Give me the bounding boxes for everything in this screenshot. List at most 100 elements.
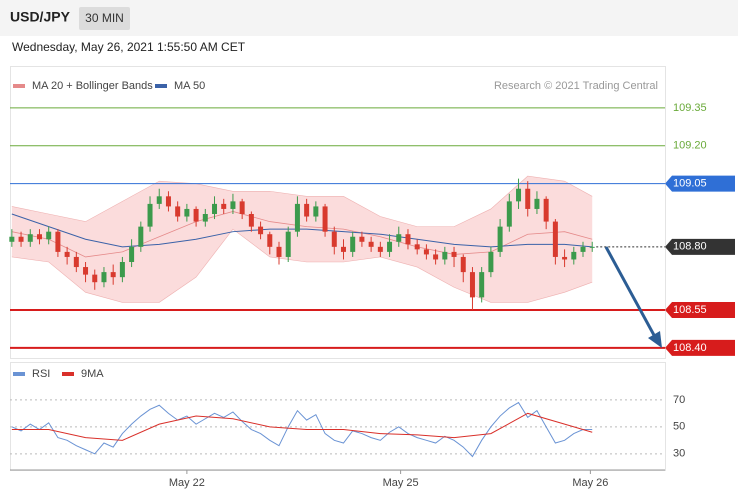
level-tag xyxy=(665,175,735,192)
legend-label: RSI xyxy=(32,368,50,380)
candle-body xyxy=(55,231,61,252)
level-label: 108.40 xyxy=(673,342,707,354)
legend-swatch xyxy=(155,84,167,88)
candle-body xyxy=(331,231,337,247)
x-tick-label: May 26 xyxy=(572,477,608,489)
candle-body xyxy=(451,251,457,257)
candle-body xyxy=(267,234,273,247)
x-tick-label: May 25 xyxy=(383,477,419,489)
legend-label: 9MA xyxy=(81,368,104,380)
timeframe-button[interactable] xyxy=(79,7,130,30)
level-tag xyxy=(665,238,735,255)
candle-body xyxy=(479,272,485,298)
candle-body xyxy=(138,226,144,247)
candle-body xyxy=(239,201,245,214)
candle-body xyxy=(9,236,15,242)
y-tick-label: 30 xyxy=(673,448,685,460)
candle-body xyxy=(387,241,393,252)
candle-body xyxy=(129,246,135,262)
candle-body xyxy=(36,234,42,240)
level-tag xyxy=(665,302,735,318)
candle-body xyxy=(276,246,282,257)
level-label: 109.20 xyxy=(673,140,707,152)
projection-arrow xyxy=(604,246,657,338)
candle-body xyxy=(368,241,374,247)
legend-label: MA 50 xyxy=(174,80,205,92)
legend-label: MA 20 + Bollinger Bands xyxy=(32,80,153,92)
candle-body xyxy=(202,214,208,222)
legend-swatch xyxy=(13,84,25,88)
timeframe[interactable]: 30 MIN xyxy=(85,11,124,25)
candle-body xyxy=(64,251,70,257)
candle-body xyxy=(193,208,199,222)
level-tag xyxy=(665,339,735,356)
legend-swatch xyxy=(62,372,74,376)
candle-body xyxy=(110,272,116,278)
candle-body xyxy=(442,251,448,260)
candle-body xyxy=(212,203,218,214)
candle-body xyxy=(230,201,236,209)
bands-layer xyxy=(11,175,593,303)
candle-body xyxy=(83,267,89,275)
candle-body xyxy=(552,221,558,257)
rsi-panel xyxy=(10,362,666,471)
candle-body xyxy=(516,188,522,202)
candle-body xyxy=(534,198,540,209)
x-tick-label: May 22 xyxy=(169,477,205,489)
y-tick-label: 70 xyxy=(673,394,685,406)
level-label: 109.35 xyxy=(673,102,707,114)
candle-body xyxy=(377,246,383,252)
source: Research © 2021 Trading Central xyxy=(494,80,658,92)
level-label: 108.80 xyxy=(673,241,707,253)
candle-body xyxy=(423,249,429,255)
ma-line xyxy=(11,213,593,248)
candle-body xyxy=(525,188,531,209)
band-edge xyxy=(11,175,593,227)
candle-body xyxy=(488,251,494,273)
candle-body xyxy=(156,196,162,204)
candle-body xyxy=(175,206,181,217)
band-edge xyxy=(11,228,593,303)
candle-body xyxy=(313,206,319,217)
candle-body xyxy=(248,214,254,227)
candle-body xyxy=(46,231,52,240)
candle-body xyxy=(184,208,190,217)
legend-swatch xyxy=(13,372,25,376)
bollinger-band xyxy=(11,176,593,303)
candle-body xyxy=(414,244,420,250)
price-panel xyxy=(10,66,666,359)
candle-body xyxy=(340,246,346,252)
level-label: 109.05 xyxy=(673,178,707,190)
candle-body xyxy=(571,251,577,260)
candle-body xyxy=(221,203,227,209)
candle-body xyxy=(460,256,466,273)
candle-body xyxy=(119,262,125,278)
projection-arrowhead xyxy=(648,331,662,348)
candle-body xyxy=(147,203,153,227)
candle-body xyxy=(92,274,98,283)
candle-body xyxy=(543,198,549,222)
candle-body xyxy=(562,256,568,260)
candle-body xyxy=(497,226,503,252)
rsi-line xyxy=(11,401,593,458)
candle-body xyxy=(322,206,328,232)
candle-body xyxy=(506,201,512,227)
chart-title: USD/JPY xyxy=(10,9,71,25)
rsi-line xyxy=(11,412,593,441)
y-tick-label: 50 xyxy=(673,421,685,433)
candle-body xyxy=(433,254,439,260)
level-label: 108.55 xyxy=(673,304,707,316)
candle-body xyxy=(359,236,365,242)
candle-body xyxy=(405,234,411,245)
candle-body xyxy=(18,236,24,242)
candle-body xyxy=(27,234,33,242)
candle-body xyxy=(101,272,107,283)
candle-body xyxy=(258,226,264,235)
candle-body xyxy=(294,203,300,232)
candle-body xyxy=(73,256,79,268)
candle-body xyxy=(589,246,595,248)
candle-body xyxy=(165,196,171,207)
candle-body xyxy=(469,272,475,298)
candle-body xyxy=(580,246,586,252)
